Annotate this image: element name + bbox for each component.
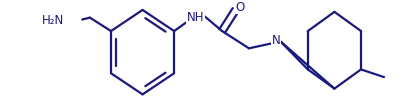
Text: H₂N: H₂N — [42, 14, 64, 27]
Text: NH: NH — [186, 11, 203, 24]
Text: N: N — [271, 34, 279, 47]
Text: O: O — [235, 1, 244, 14]
